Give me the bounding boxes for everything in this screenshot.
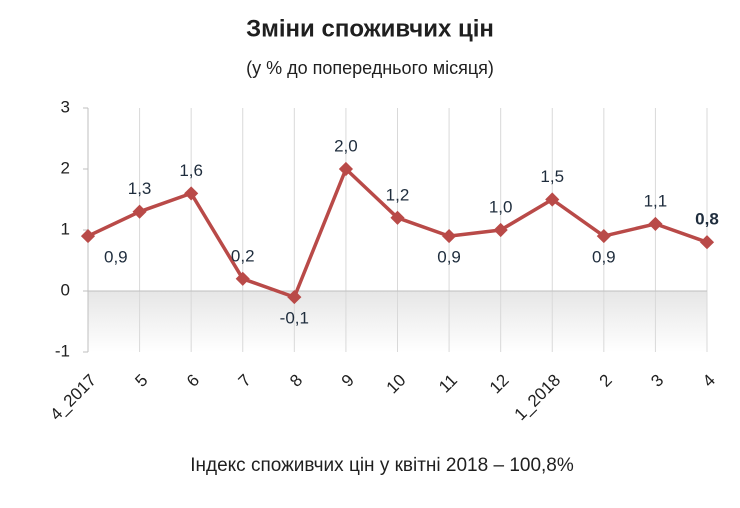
marker <box>648 216 663 231</box>
marker <box>235 271 250 286</box>
marker <box>390 210 405 225</box>
data-label: 0,2 <box>231 246 255 265</box>
x-tick-label: 5 <box>131 371 151 391</box>
marker <box>80 229 96 244</box>
x-tick-label: 4 <box>699 371 719 391</box>
x-tick-label: 10 <box>383 371 410 398</box>
chart-subtitle: (у % до попереднього місяця) <box>246 58 494 78</box>
marker <box>287 290 302 305</box>
y-tick-label: 0 <box>61 280 70 299</box>
x-tick-label: 1_2018 <box>511 371 565 425</box>
data-label: 1,2 <box>386 185 410 204</box>
data-label: 1,1 <box>644 191 668 210</box>
data-label: -0,1 <box>280 309 309 328</box>
data-label: 1,0 <box>489 197 513 216</box>
marker <box>184 186 199 201</box>
y-tick-label: -1 <box>55 341 70 360</box>
y-tick-label: 3 <box>61 97 70 116</box>
data-label: 1,5 <box>540 167 564 186</box>
x-tick-label: 9 <box>338 371 358 391</box>
x-tick-label: 3 <box>647 371 667 391</box>
chart-title: Зміни споживчих цін <box>246 15 494 42</box>
x-tick-label: 11 <box>435 371 461 397</box>
data-label: 0,8 <box>695 210 719 229</box>
marker <box>338 161 353 177</box>
marker <box>493 222 508 238</box>
data-label: 2,0 <box>334 136 358 155</box>
x-tick-label: 12 <box>486 371 513 398</box>
y-tick-label: 1 <box>61 219 70 238</box>
data-label: 1,6 <box>179 161 203 180</box>
data-label: 0,9 <box>592 248 616 267</box>
x-tick-label: 4_2017 <box>46 371 100 425</box>
marker <box>132 204 147 219</box>
x-tick-label: 2 <box>596 371 616 391</box>
y-tick-label: 2 <box>61 158 70 177</box>
x-tick-label: 6 <box>183 371 203 391</box>
data-label: 1,3 <box>128 179 152 198</box>
data-label: 0,9 <box>437 248 461 267</box>
marker <box>699 235 715 250</box>
annotation: Індекс споживчих цін у квітні 2018 – 100… <box>190 455 574 476</box>
x-tick-label: 8 <box>286 371 306 391</box>
x-tick-label: 7 <box>235 371 255 391</box>
marker <box>596 229 611 244</box>
marker <box>545 192 560 207</box>
marker <box>442 229 457 244</box>
data-label: 0,9 <box>104 248 128 267</box>
